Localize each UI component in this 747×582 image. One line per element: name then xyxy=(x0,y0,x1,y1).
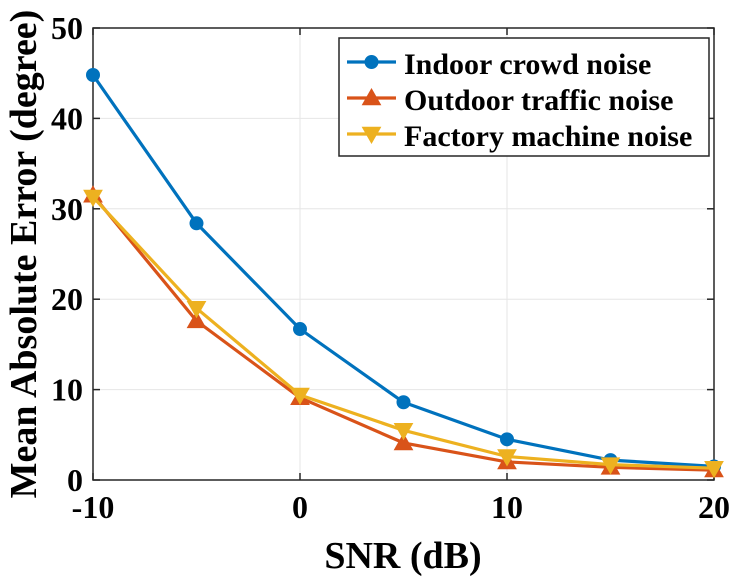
data-point-factory xyxy=(186,301,207,319)
legend-marker-factory xyxy=(361,126,382,145)
x-axis-title: SNR (dB) xyxy=(324,535,481,577)
legend-box xyxy=(338,37,710,157)
legend-label-indoor: Indoor crowd noise xyxy=(404,48,651,81)
legend-items xyxy=(347,55,396,145)
x-tick-label: 10 xyxy=(491,489,523,525)
data-point-factory xyxy=(704,461,724,479)
plot-area-border xyxy=(92,27,715,481)
data-point-indoor xyxy=(189,216,204,231)
data-point-factory xyxy=(497,449,517,467)
x-tick-label: 20 xyxy=(698,489,730,525)
data-point-factory xyxy=(290,387,310,406)
legend-marker-indoor xyxy=(364,55,379,69)
y-tick-label: 0 xyxy=(67,462,83,498)
data-point-factory xyxy=(600,457,621,475)
data-point-factory xyxy=(83,189,103,208)
y-axis-title: Mean Absolute Error (degree) xyxy=(3,10,45,499)
data-series xyxy=(83,68,724,479)
data-point-outdoor xyxy=(393,432,414,451)
y-tick-label: 20 xyxy=(51,281,83,317)
data-point-indoor xyxy=(293,322,307,337)
legend-label-factory: Factory machine noise xyxy=(404,120,692,153)
y-tick-label: 50 xyxy=(51,10,83,46)
legend-label-outdoor: Outdoor traffic noise xyxy=(404,84,673,117)
x-tick-label: 0 xyxy=(292,489,308,525)
y-tick-label: 30 xyxy=(51,191,83,227)
legend: Indoor crowd noise Outdoor traffic noise… xyxy=(338,37,710,157)
legend-marker-outdoor xyxy=(361,87,382,106)
y-tick-label: 10 xyxy=(51,372,83,408)
data-point-factory xyxy=(393,423,414,441)
data-point-indoor xyxy=(396,395,411,410)
data-point-outdoor xyxy=(186,310,207,329)
series-factory xyxy=(83,189,724,479)
y-tick-label: 40 xyxy=(51,100,83,136)
data-point-indoor xyxy=(500,432,514,447)
data-point-indoor xyxy=(86,68,100,83)
x-tick-label: -10 xyxy=(72,489,115,525)
